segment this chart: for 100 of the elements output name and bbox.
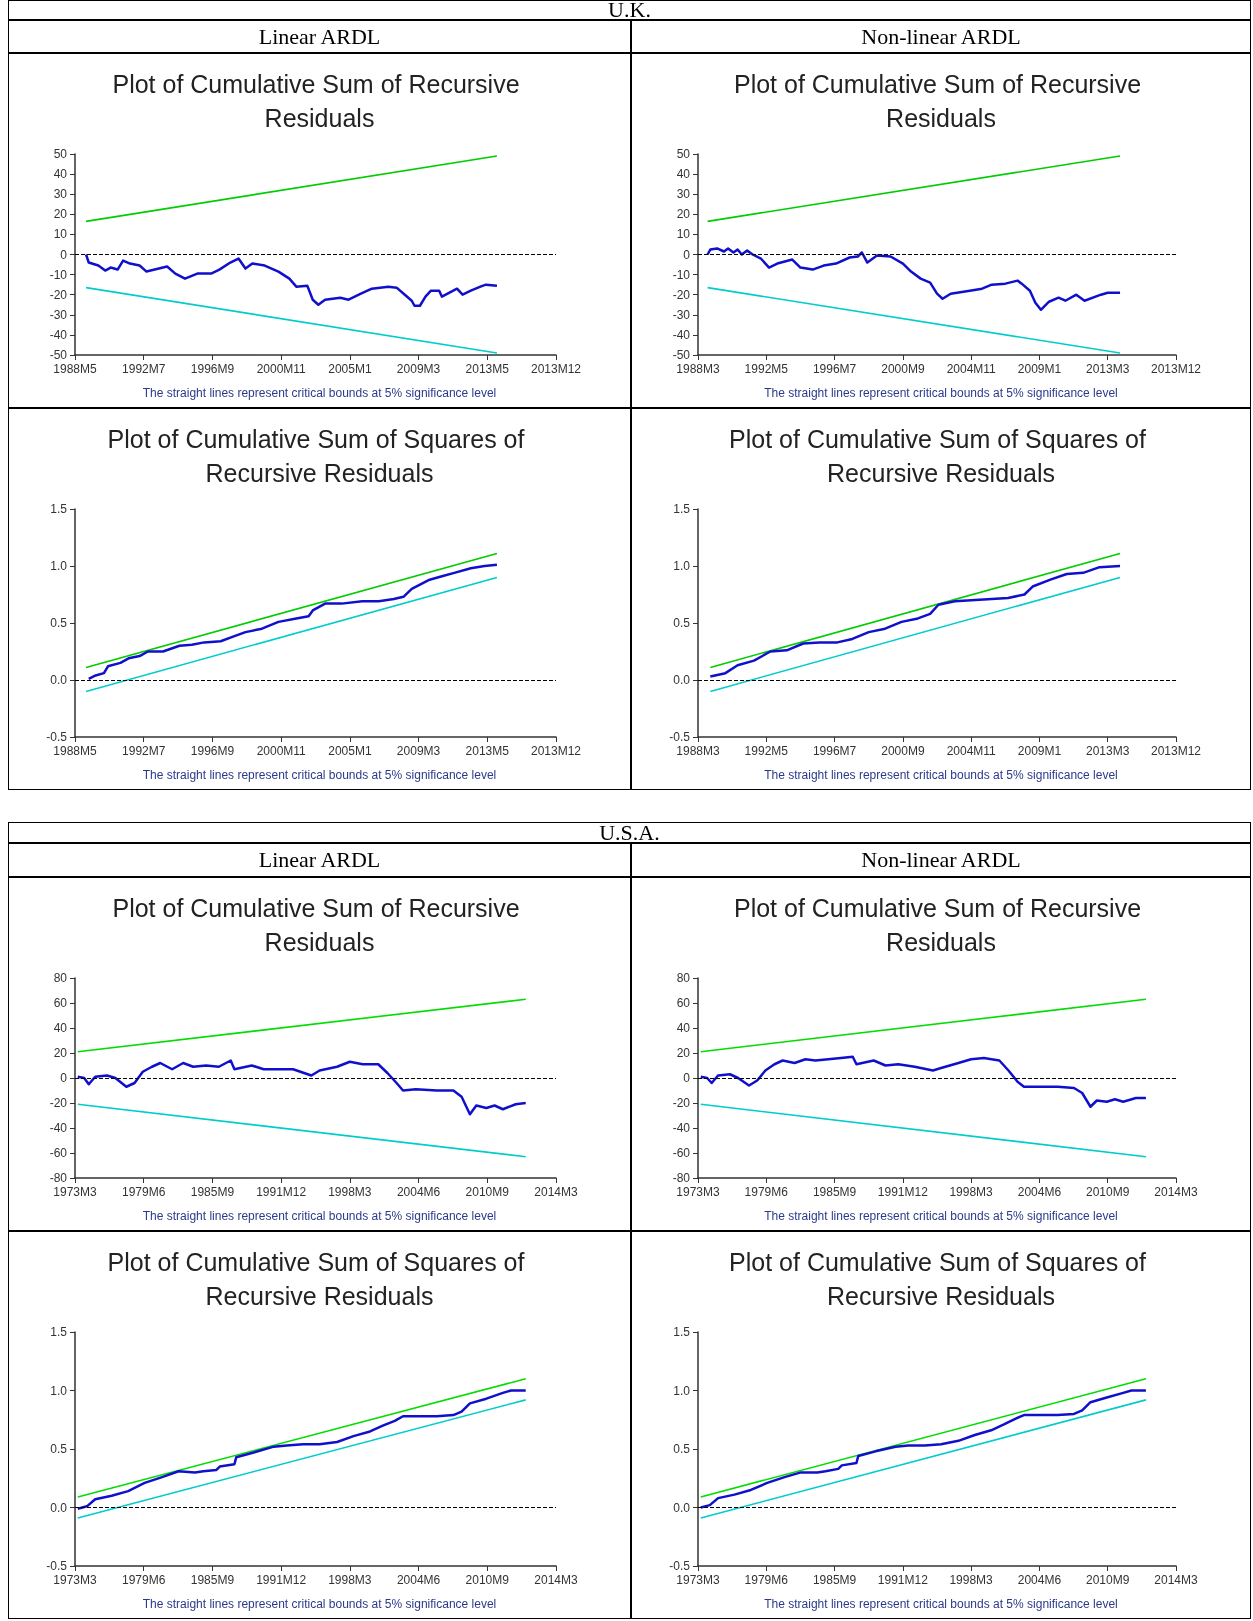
y-tick-label: 0 [683,247,691,262]
x-tick-label: 1991M12 [877,1185,929,1199]
text: 2013M12 [530,362,582,376]
y-tick-label: -50 [672,348,691,362]
x-tick-label: 1985M9 [190,1573,235,1587]
x-tick-label: 2004M6 [396,1185,441,1199]
x-tick-label: 1992M7 [122,744,166,758]
y-tick-label: 1.5 [50,1325,68,1339]
y-tick-label: 40 [676,167,691,182]
y-tick-label: 20 [53,207,68,222]
y-tick-label: -0.5 [669,730,691,744]
x-tick-label: 1988M3 [676,362,720,376]
line-series [87,563,499,681]
x-tick-label: 1996M7 [812,362,857,376]
x-tick-label: 2009M1 [1017,362,1062,376]
x-tick-label: 2004M6 [1017,1185,1062,1199]
x-tick-label: 2000M11 [256,362,307,376]
x-tick-label: 1992M5 [744,362,789,376]
text: The straight lines represent critical bounds at 5% significance level [764,768,1118,782]
y-tick-label: -10 [672,267,691,282]
x-tick-label: 1985M9 [190,1185,235,1199]
y-tick-label: -30 [49,307,68,322]
text: The straight lines represent critical bounds at 5% significance level [142,1597,497,1611]
y-tick-label: 50 [53,147,68,161]
y-tick-label: 1.5 [673,1325,691,1339]
y-tick-label: -0.5 [669,1559,691,1573]
x-tick-label: 2000M9 [881,362,925,376]
text: U.K. [8,0,1251,22]
x-tick-label: 1979M6 [122,1573,166,1587]
x-tick-label: 2013M3 [1086,362,1130,376]
x-tick-label: 1973M3 [53,1185,97,1199]
y-tick-label: -0.5 [46,730,68,744]
x-tick-label: 1991M12 [256,1573,307,1587]
line-series [76,1059,527,1116]
y-tick-label: 40 [676,1021,691,1035]
text: 2014M3 [534,1573,578,1587]
y-tick-label: 0.5 [673,1442,691,1456]
y-tick-label: -60 [672,1146,691,1160]
x-tick-label: 1973M3 [676,1185,720,1199]
y-tick-label: -40 [49,1121,68,1135]
x-tick-label: 1988M3 [676,744,720,758]
y-tick-label: 1.0 [50,1383,68,1398]
x-tick-label: 2004M11 [946,744,997,758]
y-tick-label: 30 [676,187,691,202]
x-tick-label: 1998M3 [328,1573,372,1587]
y-tick-label: 1.5 [673,502,691,516]
x-tick-label: 1991M12 [877,1573,929,1587]
y-tick-label: 20 [676,1046,691,1060]
x-tick-label: 1992M7 [122,362,166,376]
text: 2014M3 [534,1185,578,1199]
y-tick-label: 1.0 [50,559,68,573]
y-tick-label: 60 [53,996,68,1010]
x-tick-label: 1973M3 [676,1573,720,1587]
x-tick-label: 1991M12 [256,1185,307,1199]
y-tick-label: 0 [683,1071,691,1085]
y-tick-label: -60 [49,1146,68,1160]
chart-title: Plot of Cumulative Sum of Squares of Recursive Residuals [729,425,1153,487]
y-tick-label: 1.0 [673,559,691,573]
text: 2014M3 [1154,1573,1198,1587]
x-tick-label: 2009M3 [396,744,441,758]
x-tick-label: 2009M3 [396,362,441,376]
line-series [706,247,1122,312]
y-tick-label: -10 [49,267,68,282]
y-tick-label: 10 [676,227,691,242]
y-tick-label: -0.5 [46,1559,68,1573]
text: The straight lines represent critical bounds at 5% significance level [764,386,1118,400]
y-tick-label: 80 [53,971,68,985]
y-tick-label: -20 [49,1096,68,1110]
line-series [709,564,1122,678]
y-tick-label: 20 [676,207,691,222]
y-tick-label: 1.0 [673,1383,691,1398]
text: 2013M12 [1150,744,1202,758]
x-tick-label: 2009M1 [1017,744,1062,758]
x-tick-label: 1979M6 [744,1573,789,1587]
x-tick-label: 2013M5 [465,744,510,758]
y-tick-label: 60 [676,996,691,1010]
y-tick-label: -20 [49,287,68,302]
text: The straight lines represent critical bounds at 5% significance level [764,1597,1118,1611]
y-tick-label: 20 [53,1046,68,1060]
text: The straight lines represent critical bounds at 5% significance level [142,768,497,782]
x-tick-label: 1985M9 [812,1573,857,1587]
x-tick-label: 1996M9 [190,744,235,758]
y-tick-label: 0.0 [50,673,68,687]
x-tick-label: 2010M9 [1086,1185,1130,1199]
x-tick-label: 2013M5 [465,362,510,376]
y-tick-label: 30 [53,187,68,202]
text: Linear ARDL [258,23,381,49]
text: Non-linear ARDL [631,843,1251,877]
y-tick-label: 0.5 [50,1442,68,1456]
y-tick-label: -40 [672,1121,691,1135]
x-tick-label: 1979M6 [744,1185,789,1199]
y-tick-label: -30 [672,307,691,322]
y-tick-label: 0.5 [673,616,691,630]
text: 2014M3 [1154,1185,1198,1199]
text: Linear ARDL [8,843,631,877]
y-tick-label: -50 [49,348,68,362]
y-tick-label: 80 [676,971,691,985]
x-tick-label: 2010M9 [465,1573,510,1587]
y-tick-label: -80 [672,1171,691,1185]
x-tick-label: 1988M5 [53,362,97,376]
